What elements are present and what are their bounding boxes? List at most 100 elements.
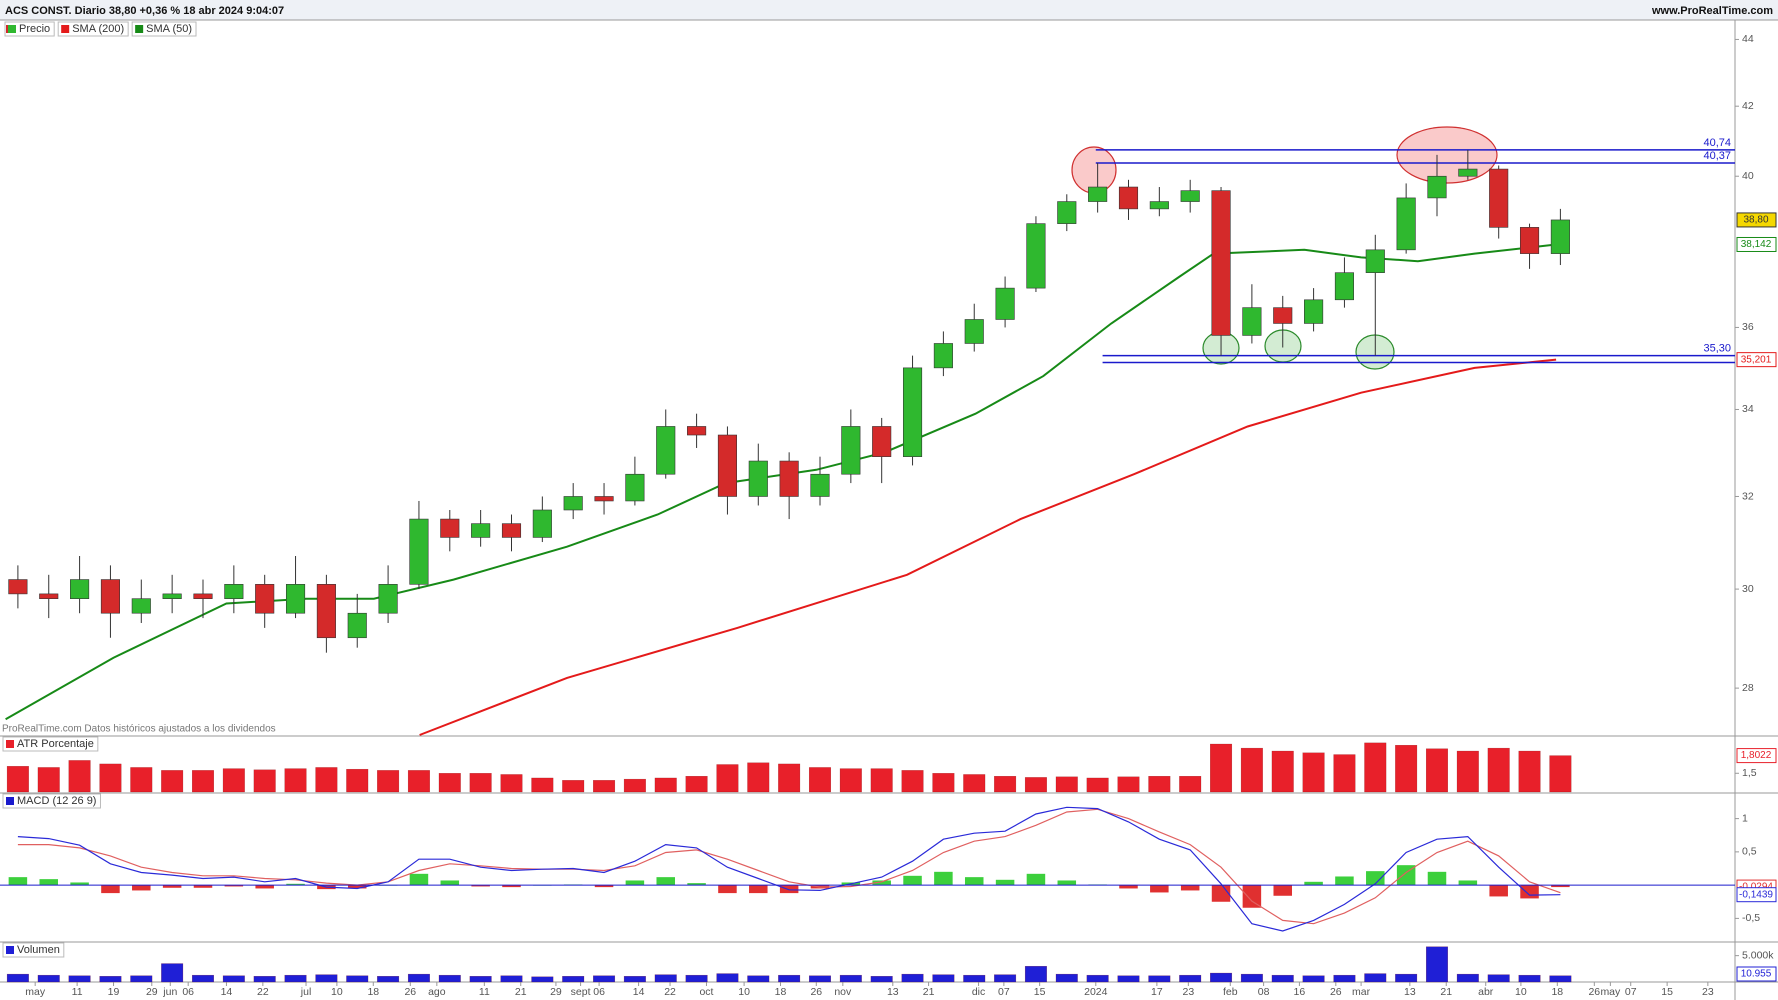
candle-body [1550,219,1570,254]
candle-body [39,593,59,599]
bar [1024,965,1047,983]
bar [1487,747,1510,793]
bar [1055,973,1078,983]
bar [1086,974,1109,983]
bar [963,774,986,793]
value-label-box [1736,748,1777,764]
x-tick-label: 23 [1182,986,1194,998]
candle-body [532,509,552,538]
histogram-bar [1427,871,1447,886]
bar [1117,975,1140,983]
candle-body [779,460,799,497]
candle-body [1057,201,1077,224]
bar [593,780,616,793]
y-tick-label: 32 [1742,490,1754,502]
bar [1240,747,1263,793]
bar [654,777,677,793]
bar [963,974,986,983]
legend-entry[interactable]: SMA (200) [72,23,124,35]
histogram-bar [193,885,213,888]
histogram-bar [1180,885,1200,891]
legend-frame [131,21,197,37]
candle-body [1396,197,1416,251]
bar [747,762,770,793]
x-tick-label: 14 [221,986,233,998]
bar [253,769,276,793]
value-label-box [1736,352,1777,368]
x-tick-label: mar [1352,986,1371,998]
panel-title[interactable]: ATR Porcentaje [17,738,94,750]
x-tick-label: 13 [1404,986,1416,998]
bar [716,973,739,983]
bar [901,770,924,793]
histogram-bar [1304,881,1323,886]
candle-body [1489,168,1509,228]
x-tick-label: 21 [515,986,527,998]
value-label-box [1736,236,1777,252]
bar [1425,748,1448,793]
x-tick-label: 18 [367,986,379,998]
bar [1456,973,1479,983]
bar [99,763,122,793]
histogram-bar [1119,885,1138,889]
x-tick-label: 10 [331,986,343,998]
candle-body [687,426,707,436]
x-tick-label: may [1600,986,1621,998]
histogram-bar [70,882,89,886]
candle-body [70,579,90,599]
indicator-line [17,808,1561,925]
candle-body [995,287,1015,320]
bar [562,780,585,793]
bar [68,760,91,793]
histogram-bar [1211,885,1231,902]
histogram-bar [39,879,58,886]
bar [284,974,307,983]
x-tick-label: 07 [1625,986,1637,998]
y-tick-label: 5.000k [1742,949,1774,961]
y-tick-label: 30 [1742,583,1754,595]
histogram-bar [779,885,799,894]
bar [654,974,677,983]
bar [685,974,708,983]
legend-entry[interactable]: Precio [19,23,50,35]
panel-title[interactable]: Volumen [17,944,60,956]
bar [253,976,276,983]
x-tick-label: 15 [1661,986,1673,998]
histogram-bar [625,880,645,886]
candle-body [316,584,336,639]
y-tick-label: 0,5 [1742,846,1757,858]
candle-body [162,593,182,599]
bar [407,973,430,983]
panel-title[interactable]: MACD (12 26 9) [17,795,96,807]
bar [1117,776,1140,793]
bar [901,973,924,983]
x-tick-label: 15 [1034,986,1046,998]
y-tick-label: 42 [1742,100,1754,112]
bar [593,975,616,983]
highlight [1396,126,1498,184]
bar [438,974,461,983]
bar [747,975,770,983]
candle-body [1242,307,1262,336]
bar [407,770,430,793]
moving-average [419,358,1557,736]
candle-body [8,579,28,595]
y-tick-label: 40 [1742,170,1754,182]
candle-body [1211,190,1231,336]
bar [623,976,646,983]
bar [500,975,523,983]
bar [1271,974,1294,983]
candle-body [748,460,768,497]
histogram-bar [964,877,984,886]
bar [469,976,492,983]
bar [1240,973,1263,983]
x-tick-label: 07 [998,986,1010,998]
legend-frame [2,942,65,958]
bar [1024,777,1047,793]
x-tick-label: 11 [72,986,83,998]
x-tick-label: 13 [887,986,899,998]
legend-entry[interactable]: SMA (50) [146,23,192,35]
x-tick-label: 17 [1151,986,1163,998]
bar [1271,750,1294,793]
bar [469,773,492,793]
